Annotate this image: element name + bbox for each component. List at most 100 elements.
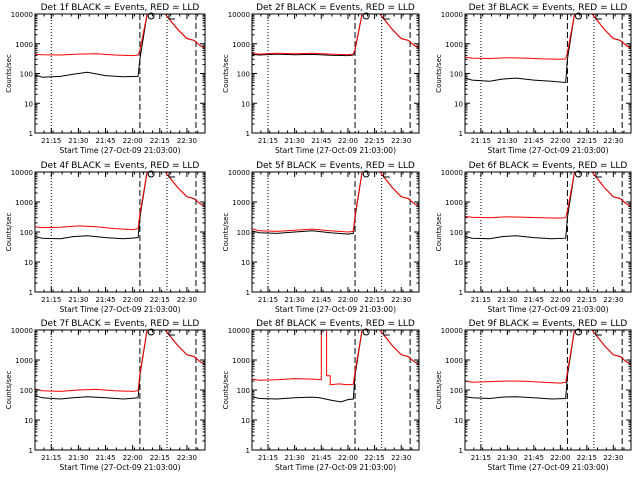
y-tick-label: 10 <box>24 417 33 425</box>
y-tick-label: 10 <box>241 100 250 108</box>
y-tick-label: 10 <box>454 259 463 267</box>
y-axis-label: Counts/sec <box>222 213 230 252</box>
y-tick-label: 1000 <box>445 357 463 365</box>
y-tick-label: 100 <box>237 71 250 79</box>
x-tick-label: 21:15 <box>258 137 278 145</box>
x-tick-label: 22:00 <box>550 454 570 462</box>
saturation-marker <box>362 328 370 336</box>
x-tick-label: 21:30 <box>497 137 517 145</box>
x-tick-label: 21:15 <box>258 454 278 462</box>
events-series-line <box>252 14 419 57</box>
y-axis-label: Counts/sec <box>435 371 443 410</box>
x-tick-label: 21:30 <box>285 296 305 304</box>
y-tick-label: 1 <box>246 130 250 138</box>
x-tick-label: 22:15 <box>577 137 597 145</box>
x-tick-label: 22:00 <box>338 296 358 304</box>
chart-title: Det 7f BLACK = Events, RED = LLD <box>41 319 200 329</box>
y-axis-label: Counts/sec <box>5 213 13 252</box>
x-tick-label: 21:30 <box>285 454 305 462</box>
y-tick-label: 10000 <box>11 169 33 177</box>
y-axis-label: Counts/sec <box>222 54 230 93</box>
x-tick-label: 21:30 <box>285 137 305 145</box>
lld-series-line <box>465 172 631 219</box>
y-tick-label: 1 <box>29 130 33 138</box>
chart-title: Det 5f BLACK = Events, RED = LLD <box>256 161 415 171</box>
chart-panel-9: Det 9f BLACK = Events, RED = LLD 1 10 100 10… <box>435 319 632 472</box>
y-tick-label: 10000 <box>441 327 463 335</box>
chart-panel-6: Det 6f BLACK = Events, RED = LLD 1 10 100 10… <box>435 161 632 314</box>
chart-title: Det 6f BLACK = Events, RED = LLD <box>469 161 628 171</box>
y-tick-label: 10 <box>241 417 250 425</box>
y-tick-label: 10 <box>454 417 463 425</box>
y-tick-label: 10000 <box>228 327 250 335</box>
x-tick-label: 21:15 <box>41 454 61 462</box>
x-tick-label: 21:15 <box>41 296 61 304</box>
x-tick-label: 21:15 <box>41 137 61 145</box>
chart-panel-5: Det 5f BLACK = Events, RED = LLD 1 10 100 10… <box>222 161 420 314</box>
x-tick-label: 21:45 <box>524 454 544 462</box>
x-tick-label: 22:00 <box>123 296 143 304</box>
y-tick-label: 1 <box>29 289 33 297</box>
x-tick-label: 22:00 <box>550 296 570 304</box>
saturation-marker <box>147 328 155 336</box>
x-axis-label: Start Time (27-Oct-09 21:03:00) <box>59 305 180 314</box>
y-tick-label: 100 <box>20 71 33 79</box>
x-tick-label: 21:15 <box>471 137 491 145</box>
y-tick-label: 1000 <box>232 199 250 207</box>
y-axis-label: Counts/sec <box>5 371 13 410</box>
y-tick-label: 1 <box>459 130 463 138</box>
y-tick-label: 100 <box>450 387 463 395</box>
x-axis-label: Start Time (27-Oct-09 21:03:00) <box>275 146 396 155</box>
y-tick-label: 10000 <box>228 11 250 19</box>
y-tick-label: 100 <box>20 229 33 237</box>
events-series-line <box>465 14 631 84</box>
x-tick-label: 21:30 <box>68 296 88 304</box>
bracket-marker <box>595 172 602 178</box>
bracket-marker <box>168 330 176 336</box>
y-axis-label: Counts/sec <box>435 213 443 252</box>
x-tick-label: 21:30 <box>497 296 517 304</box>
saturation-marker <box>362 12 370 20</box>
y-tick-label: 1000 <box>232 41 250 49</box>
bracket-marker <box>383 14 390 20</box>
x-tick-label: 22:30 <box>391 454 411 462</box>
lld-series-line <box>465 330 631 384</box>
x-tick-label: 21:45 <box>311 296 331 304</box>
y-tick-label: 10 <box>24 259 33 267</box>
chart-panel-4: Det 4f BLACK = Events, RED = LLD 1 10 100 10… <box>5 161 206 314</box>
y-tick-label: 100 <box>450 229 463 237</box>
y-tick-label: 1000 <box>15 199 33 207</box>
chart-panel-8: Det 8f BLACK = Events, RED = LLD 1 10 100 10… <box>222 319 420 472</box>
chart-panel-3: Det 3f BLACK = Events, RED = LLD 1 10 100 10… <box>435 3 632 155</box>
y-tick-label: 1 <box>459 447 463 455</box>
saturation-marker <box>147 12 155 20</box>
x-tick-label: 22:15 <box>364 137 384 145</box>
y-tick-label: 10000 <box>441 169 463 177</box>
events-series-line <box>252 172 419 235</box>
lld-series-line <box>252 172 419 233</box>
x-tick-label: 21:45 <box>95 296 115 304</box>
y-tick-label: 100 <box>450 71 463 79</box>
x-tick-label: 21:30 <box>497 454 517 462</box>
y-tick-label: 100 <box>237 387 250 395</box>
x-tick-label: 21:30 <box>68 137 88 145</box>
y-tick-label: 1000 <box>445 199 463 207</box>
y-tick-label: 100 <box>20 387 33 395</box>
bracket-marker <box>168 14 176 20</box>
x-tick-label: 22:15 <box>150 137 170 145</box>
y-tick-label: 1000 <box>15 357 33 365</box>
y-tick-label: 10 <box>241 259 250 267</box>
bracket-marker <box>595 330 602 336</box>
x-tick-label: 21:45 <box>524 296 544 304</box>
chart-title: Det 2f BLACK = Events, RED = LLD <box>256 3 415 13</box>
y-axis-label: Counts/sec <box>222 371 230 410</box>
x-tick-label: 22:30 <box>603 454 623 462</box>
y-tick-label: 1000 <box>232 357 250 365</box>
y-tick-label: 100 <box>237 229 250 237</box>
y-tick-label: 1 <box>246 447 250 455</box>
x-tick-label: 22:00 <box>338 137 358 145</box>
saturation-marker <box>574 12 582 20</box>
bracket-marker <box>168 172 176 178</box>
x-tick-label: 22:00 <box>123 454 143 462</box>
